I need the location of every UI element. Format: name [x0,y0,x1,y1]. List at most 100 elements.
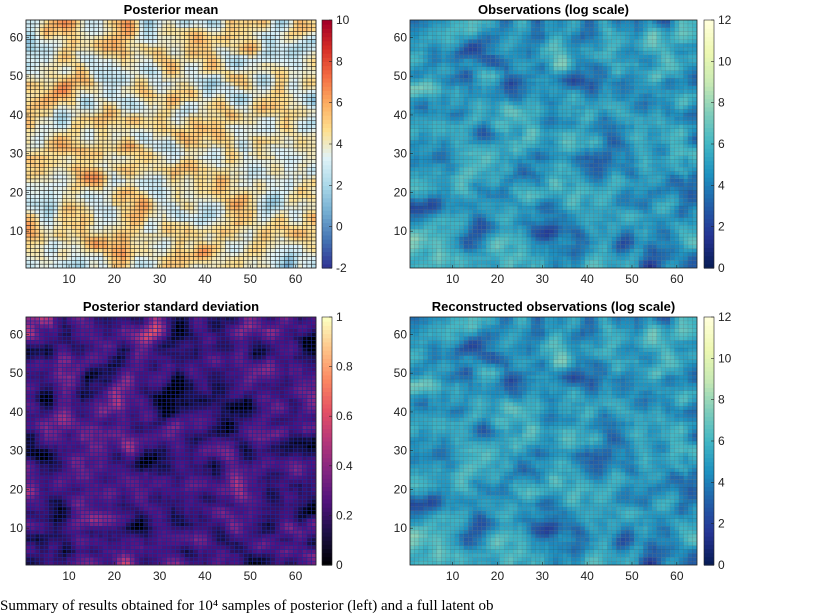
heatmap-cell [57,194,63,199]
heatmap-cell [252,244,258,249]
heatmap-cell [148,19,154,25]
heatmap-cell [548,256,554,261]
heatmap-cell [207,155,213,160]
heatmap-cell [175,205,181,211]
heatmap-cell [129,151,136,156]
heatmap-cell [274,178,281,184]
heatmap-cell [544,240,550,245]
heatmap-cell [508,232,514,238]
heatmap-cell [157,240,163,246]
heatmap-cell [436,221,442,226]
heatmap-cell [179,244,185,249]
heatmap-cell [306,174,312,180]
heatmap-cell [575,263,581,269]
heatmap-cell [179,155,185,160]
heatmap-cell [188,205,194,211]
heatmap-cell [98,209,104,215]
heatmap-cell [197,229,203,234]
heatmap-cell [39,155,45,160]
heatmap-cell [80,124,86,129]
heatmap-cell [256,190,262,195]
heatmap-cell [441,260,447,265]
heatmap-cell [175,225,181,230]
heatmap-cell [202,62,208,67]
heatmap-cell [134,108,140,114]
heatmap-cell [148,170,154,176]
heatmap-cell [175,19,181,25]
heatmap-cell [52,54,58,60]
heatmap-cell [39,116,45,122]
heatmap-cell [486,240,491,245]
heatmap-cell [71,205,77,211]
heatmap-cell [157,70,163,75]
heatmap-cell [43,101,49,106]
heatmap-cell [284,89,290,94]
heatmap-cell [84,105,90,110]
heatmap-cell [25,225,31,230]
heatmap-cell [274,170,281,176]
heatmap-cell [220,174,226,180]
heatmap-cell [75,132,81,137]
heatmap-cell [270,198,276,203]
heatmap-cell [111,252,117,257]
heatmap-cell [311,27,317,32]
heatmap-cell [544,248,550,253]
heatmap-cell [170,170,176,176]
heatmap-cell [48,205,54,211]
heatmap-cell [602,225,608,230]
heatmap-cell [71,163,77,168]
heatmap-cell [521,256,527,261]
heatmap-cell [66,132,72,137]
heatmap-cell [129,229,136,234]
heatmap-cell [71,147,77,153]
heatmap-cell [580,232,586,238]
heatmap-cell [468,236,473,242]
heatmap-cell [243,105,249,110]
heatmap-cell [265,31,271,36]
heatmap-cell [288,232,294,238]
heatmap-cell [62,74,68,79]
heatmap-cell [129,128,136,133]
heatmap-cell [678,236,684,242]
heatmap-cell [211,23,217,29]
heatmap-cell [148,105,154,110]
heatmap-cell [111,163,117,168]
heatmap-cell [134,244,140,249]
heatmap-cell [611,263,617,269]
heatmap-cell [125,85,131,91]
heatmap-cell [102,124,108,129]
heatmap-cell [39,225,45,230]
heatmap-cell [247,62,253,67]
x-tick-label: 50 [244,272,258,286]
heatmap-cell [261,23,267,29]
heatmap-cell [211,225,217,230]
heatmap-cell [125,81,131,87]
heatmap-cell [34,136,40,141]
heatmap-cell [48,198,54,203]
heatmap-cell [270,167,276,172]
heatmap-cell [270,54,276,60]
heatmap-cell [157,77,163,83]
heatmap-cell [265,159,271,164]
heatmap-cell [57,39,63,44]
heatmap-cell [66,97,72,102]
heatmap-cell [297,240,303,246]
heatmap-cell [84,217,90,222]
heatmap-cell [120,213,126,218]
heatmap-cell [116,27,122,32]
heatmap-cell [30,101,36,106]
heatmap-cell [188,97,194,102]
heatmap-cell [548,260,554,265]
heatmap-cell [193,50,199,56]
heatmap-cell [243,31,249,36]
heatmap-cell [293,213,299,218]
heatmap-cell [152,66,158,71]
heatmap-cell [193,105,199,110]
heatmap-cell [243,155,249,160]
heatmap-cell [229,147,235,153]
heatmap-cell [102,143,108,149]
heatmap-cell [302,132,308,137]
heatmap-cell [71,19,77,25]
heatmap-cell [678,244,684,249]
heatmap-cell [120,62,126,67]
